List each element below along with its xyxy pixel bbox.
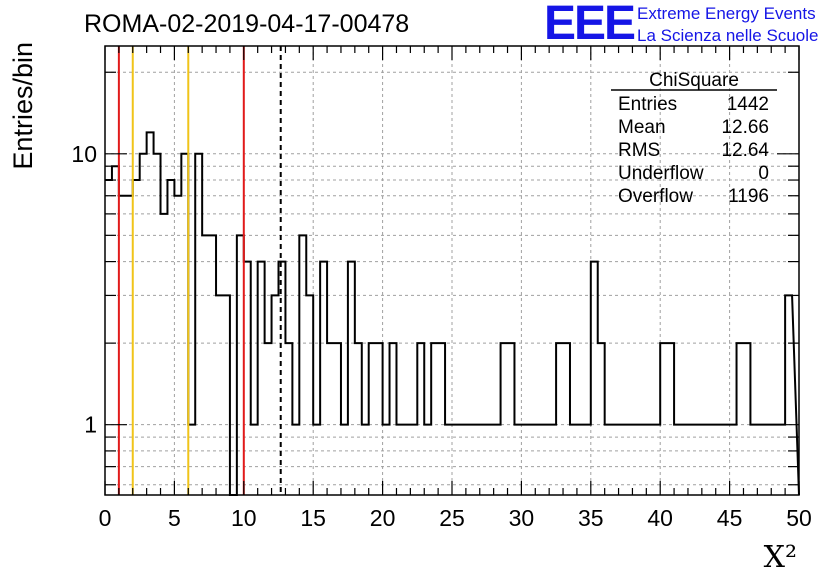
x-tick-label: 5 (168, 505, 181, 531)
stats-box-title: ChiSquare (649, 70, 739, 91)
stats-row-label: Entries (618, 94, 677, 115)
chart-title: ROMA-02-2019-04-17-00478 (84, 10, 410, 38)
histogram-series (105, 131, 800, 496)
x-tick-label: 20 (370, 505, 396, 531)
y-axis-label: Entries/bin (8, 42, 38, 170)
x-tick-label: 30 (509, 505, 535, 531)
x-tick-label: 0 (99, 505, 112, 531)
x-tick-label: 50 (786, 505, 812, 531)
stats-row-value: 12.66 (721, 117, 769, 138)
stats-row-value: 1196 (728, 186, 769, 207)
stats-row-label: Overflow (618, 186, 693, 207)
x-tick-label: 25 (439, 505, 465, 531)
x-tick-label: 10 (231, 505, 257, 531)
y-tick-label: 10 (71, 141, 97, 167)
logo-line-2: La Scienza nelle Scuole (637, 26, 819, 45)
x-tick-label: 40 (647, 505, 673, 531)
logo-line-1: Extreme Energy Events (637, 4, 816, 23)
x-axis-label: X² (764, 540, 797, 572)
eee-logo: EEE (544, 0, 636, 50)
stats-row-value: 12.64 (721, 140, 769, 161)
x-tick-label: 15 (300, 505, 326, 531)
stats-row-label: Underflow (618, 163, 704, 184)
x-tick-label: 45 (717, 505, 743, 531)
stats-row-value: 1442 (727, 94, 769, 115)
y-tick-label: 1 (84, 412, 97, 438)
x-tick-label: 35 (578, 505, 604, 531)
stats-row-label: RMS (618, 140, 660, 161)
stats-row-value: 0 (758, 163, 769, 184)
stats-row-label: Mean (618, 117, 666, 138)
